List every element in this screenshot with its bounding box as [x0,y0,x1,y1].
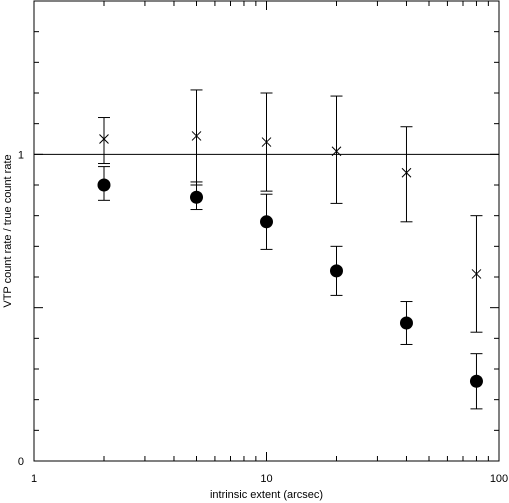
x-tick-labels: 1 10 100 [31,473,508,485]
data-point-cross [261,137,272,147]
data-point-circle [469,374,483,388]
cross-stroke [191,131,202,141]
data-point-cross [401,167,412,178]
data-point-cross [471,269,482,279]
data-marks [97,89,483,410]
x-axis-label: intrinsic extent (arcsec) [210,489,323,501]
y-tick-label: 0 [18,456,24,468]
data-point-cross [191,131,202,141]
cross-stroke [331,146,342,157]
cross-stroke [261,137,272,147]
cross-stroke [401,167,412,178]
data-point-cross [99,134,109,144]
data-point-circle [260,215,273,229]
x-tick-label: 10 [260,473,272,485]
cross-stroke [99,134,109,144]
y-axis-label: VTP count rate / true count rate [2,154,14,307]
x-tick-label: 100 [490,473,508,485]
data-point-circle [190,190,204,204]
x-tick-label: 1 [31,473,37,485]
data-point-circle [399,316,413,330]
cross-stroke [471,269,482,279]
data-point-circle [97,178,111,192]
y-tick-labels: 0 1 [18,149,24,468]
data-point-circle [329,264,343,278]
y-tick-label: 1 [18,149,24,161]
data-point-cross [331,146,342,157]
